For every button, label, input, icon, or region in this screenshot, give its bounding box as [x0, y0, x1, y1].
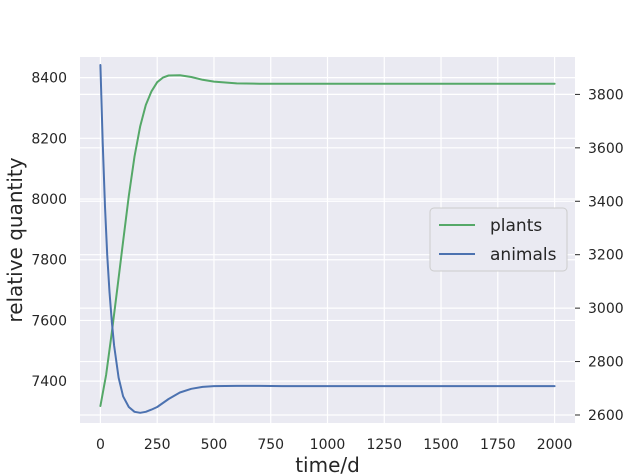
x-tick-label: 500: [201, 437, 228, 453]
x-tick-label: 750: [257, 437, 284, 453]
y-axis-title: relative quantity: [3, 157, 27, 322]
legend-label-animals: animals: [490, 245, 557, 265]
x-tick-label: 250: [144, 437, 171, 453]
series-layer: [99, 64, 556, 414]
y-right-tick-label: 2600: [588, 408, 624, 424]
y-right-tick-label: 3400: [588, 194, 624, 210]
y-left-tick-label: 8400: [31, 71, 67, 87]
y-left-tick-label: 7800: [31, 253, 67, 269]
y-left-tick-label: 8200: [31, 131, 67, 147]
legend-label-plants: plants: [490, 216, 542, 236]
y-right-tick-label: 3200: [588, 248, 624, 264]
x-tick-label: 1250: [366, 437, 402, 453]
ticks: 0 250 500 750 1000 1250 1500 1750 2000 7400 7600 78…: [31, 71, 623, 453]
x-axis-title: time/d: [295, 453, 360, 476]
x-tick-label: 1750: [480, 437, 516, 453]
series-line-plants: [99, 74, 556, 407]
y-right-tick-label: 3800: [588, 87, 624, 103]
x-tick-label: 1000: [310, 437, 346, 453]
y-left-tick-label: 8000: [31, 192, 67, 208]
y-right-tick-label: 2800: [588, 355, 624, 371]
y-left-tick-label: 7400: [31, 374, 67, 390]
y-right-tick-label: 3000: [588, 301, 624, 317]
y-left-tick-label: 7600: [31, 313, 67, 329]
x-tick-label: 0: [96, 437, 105, 453]
legend: plants animals: [429, 207, 568, 272]
y-right-tick-label: 3600: [588, 141, 624, 157]
x-tick-label: 1500: [423, 437, 459, 453]
x-tick-label: 2000: [537, 437, 573, 453]
series-line-animals: [99, 64, 556, 414]
legend-box: [429, 207, 568, 272]
